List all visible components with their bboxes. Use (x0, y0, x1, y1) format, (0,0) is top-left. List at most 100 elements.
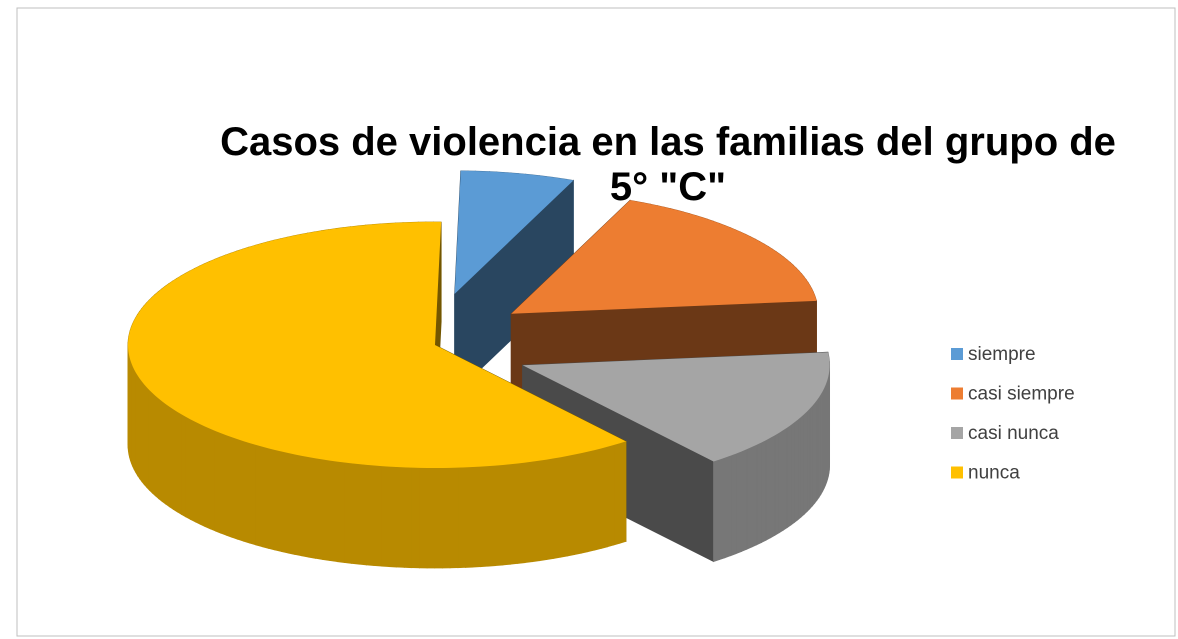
slice-side (502, 463, 511, 566)
slice-side (172, 408, 178, 513)
slice-side (794, 418, 799, 524)
slice-side (517, 462, 526, 564)
slice-side (351, 462, 360, 565)
slice-side (168, 405, 174, 510)
legend-swatch (951, 387, 963, 400)
slice-side (274, 449, 282, 553)
slice-side (724, 455, 732, 559)
legend-label: casi nunca (968, 423, 1059, 444)
slice-side (509, 463, 519, 565)
slice-side (441, 467, 451, 569)
slice-side (472, 466, 481, 568)
slice-side (761, 439, 767, 544)
slice-side (735, 450, 742, 555)
slice-side (803, 410, 808, 516)
slice-side (434, 467, 443, 569)
slice-side (524, 461, 533, 564)
slice-side (580, 451, 589, 554)
slice-side (194, 421, 201, 525)
slice-side (158, 397, 163, 503)
pie-slice (454, 170, 574, 294)
slice-side (146, 386, 150, 492)
slice-side (797, 416, 802, 521)
slice-side (231, 436, 239, 540)
legend-swatch (951, 348, 963, 360)
slice-side (487, 465, 496, 567)
slice-side (480, 465, 489, 568)
slice-side (600, 446, 608, 549)
slice-side (730, 452, 737, 557)
slice-side (457, 466, 466, 569)
slice-side (381, 465, 390, 568)
legend-swatch (951, 427, 963, 439)
legend-swatch (951, 466, 963, 479)
slice-side (546, 457, 555, 561)
slice-side (151, 392, 156, 497)
slice-side (165, 403, 170, 508)
slice-side (388, 466, 398, 568)
slice-side (786, 424, 792, 529)
slice-side (713, 459, 720, 563)
slice-side (419, 467, 428, 569)
slice-side (607, 444, 615, 548)
slice-side (249, 442, 257, 546)
slice-side (411, 467, 420, 569)
slice-side (403, 466, 413, 569)
slice-side (495, 464, 504, 567)
legend-label: siempre (968, 344, 1036, 365)
slice-side (358, 463, 367, 566)
slice-side (181, 413, 187, 518)
slice-side (344, 462, 353, 564)
slice-side (790, 421, 795, 526)
legend-label: casi siempre (968, 384, 1075, 405)
pie-slice (511, 200, 817, 314)
slice-side (396, 466, 405, 568)
slice-side (770, 434, 776, 539)
slice-side (308, 456, 317, 559)
pie-slice (128, 222, 626, 468)
slice-side (268, 447, 276, 551)
slice-side (782, 426, 788, 531)
slice-side (464, 466, 474, 568)
pie-slice (522, 352, 830, 462)
slice-side (449, 467, 459, 569)
slice-side (373, 465, 382, 567)
slice-side (261, 446, 269, 549)
slice-side (148, 389, 153, 494)
slice-side (539, 459, 548, 562)
slice-side (199, 423, 206, 528)
slice-side (553, 456, 562, 559)
slice-side (800, 413, 805, 518)
slice-side (778, 429, 784, 534)
slice-side (426, 467, 436, 569)
slice-side (531, 460, 540, 563)
slice-side (315, 457, 324, 560)
slice-side (225, 434, 233, 538)
slice-side (765, 436, 772, 541)
slice-side (587, 449, 596, 553)
slice-side (190, 418, 196, 523)
slice-side (255, 444, 263, 548)
slice-side (281, 451, 289, 554)
slice-side (560, 455, 569, 558)
slice-side (574, 452, 582, 556)
slice-side (567, 454, 575, 557)
slice-side (161, 400, 166, 505)
slice-side (751, 444, 758, 548)
slice-side (774, 431, 780, 536)
slice-side (619, 440, 627, 544)
slice-side (176, 411, 182, 516)
slice-side (746, 446, 753, 550)
slice-side (294, 453, 303, 557)
chart-title: Casos de violencia en las familias del g… (220, 120, 1116, 209)
legend-label: nunca (968, 463, 1020, 484)
slice-side (329, 460, 338, 563)
slice-side (756, 441, 762, 546)
slice-side (301, 455, 310, 558)
slice-side (806, 407, 811, 513)
slice-side (594, 447, 602, 551)
slice-side (185, 416, 191, 521)
slice-side (154, 394, 159, 500)
slice-side (613, 442, 621, 546)
